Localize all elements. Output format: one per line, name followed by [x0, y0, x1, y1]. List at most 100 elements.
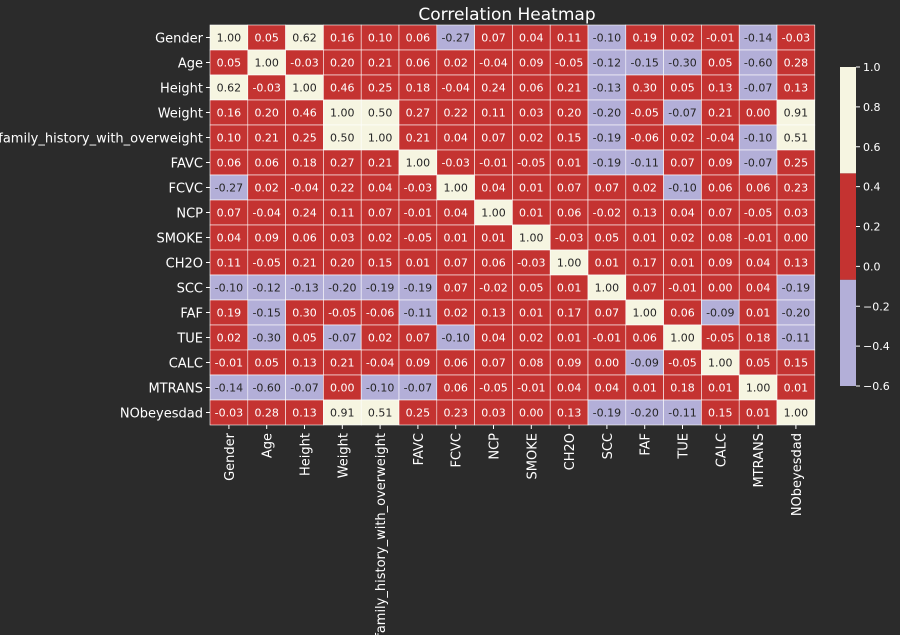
- heatmap-cell: [360, 399, 400, 426]
- cell-value-label: -0.20: [630, 407, 658, 420]
- heatmap-cell: [323, 349, 362, 376]
- y-tick-label: NObeyesdad: [120, 407, 203, 422]
- heatmap-cell: [247, 199, 286, 226]
- heatmap-cell: [776, 149, 816, 176]
- cell-value-label: 0.16: [330, 32, 355, 45]
- heatmap-cell: [247, 24, 286, 51]
- cell-value-label: 0.01: [481, 232, 506, 245]
- cell-value-label: -0.19: [366, 282, 394, 295]
- y-tick-label: family_history_with_overweight: [0, 132, 203, 147]
- heatmap-cell: [587, 99, 627, 126]
- cell-value-label: 1.00: [708, 357, 733, 370]
- cell-value-label: 0.13: [481, 307, 506, 320]
- cell-value-label: 0.04: [481, 182, 506, 195]
- cell-value-label: -0.09: [706, 307, 734, 320]
- heatmap-cell: [474, 124, 513, 151]
- cell-value-label: -0.03: [252, 82, 280, 95]
- cell-value-label: -0.05: [630, 107, 658, 120]
- cell-value-label: 0.05: [292, 332, 317, 345]
- heatmap-cell: [436, 349, 475, 376]
- heatmap-cell: [512, 249, 551, 276]
- cell-value-label: 1.00: [519, 232, 544, 245]
- heatmap-cell: [549, 324, 589, 351]
- heatmap-cell: [738, 274, 778, 301]
- cell-value-label: 0.11: [217, 257, 242, 270]
- cell-value-label: 0.30: [292, 307, 317, 320]
- cell-value-label: 0.01: [746, 407, 771, 420]
- cell-value-label: 0.07: [443, 282, 468, 295]
- heatmap-cell: [323, 324, 362, 351]
- heatmap-cell: [285, 374, 324, 401]
- cell-value-label: 0.02: [519, 332, 544, 345]
- cell-value-label: 0.01: [519, 207, 544, 220]
- cell-value-label: -0.06: [630, 132, 658, 145]
- cell-value-label: -0.01: [593, 332, 621, 345]
- cell-value-label: 0.09: [406, 357, 431, 370]
- cell-value-label: -0.07: [744, 82, 772, 95]
- cell-value-label: 1.00: [368, 132, 393, 145]
- cell-value-label: -0.01: [215, 357, 243, 370]
- cell-value-label: 0.04: [557, 382, 582, 395]
- heatmap-cell: [436, 74, 475, 101]
- y-tick-label: FAVC: [171, 157, 203, 172]
- cell-value-label: 0.04: [217, 232, 242, 245]
- cell-value-label: 0.05: [254, 32, 279, 45]
- cell-value-label: 0.21: [254, 132, 279, 145]
- cell-value-label: -0.05: [479, 382, 507, 395]
- heatmap-cell: [776, 349, 816, 376]
- heatmap-cell: [587, 324, 627, 351]
- y-tick-label: Gender: [155, 32, 204, 47]
- heatmap-cell: [436, 174, 475, 201]
- cell-value-label: -0.03: [782, 32, 810, 45]
- heatmap-cell: [247, 174, 286, 201]
- cell-value-label: 0.04: [481, 332, 506, 345]
- cell-value-label: 0.25: [292, 132, 317, 145]
- cell-value-label: 0.25: [406, 407, 431, 420]
- cell-value-label: 0.06: [708, 182, 733, 195]
- heatmap-cell: [474, 49, 513, 76]
- heatmap-cell: [701, 124, 740, 151]
- cell-value-label: 0.15: [368, 257, 393, 270]
- cell-value-label: -0.03: [404, 182, 432, 195]
- chart-title: Correlation Heatmap: [418, 5, 595, 25]
- cell-value-label: -0.15: [630, 57, 658, 70]
- cell-value-label: 0.04: [746, 257, 771, 270]
- cell-value-label: 0.05: [254, 357, 279, 370]
- cell-value-label: 0.27: [406, 107, 431, 120]
- heatmap-cell: [474, 399, 513, 426]
- cell-value-label: 0.18: [406, 82, 431, 95]
- heatmap-cell: [285, 399, 324, 426]
- cell-value-label: -0.04: [441, 82, 469, 95]
- cell-value-label: -0.11: [630, 157, 658, 170]
- heatmap-cell: [625, 99, 664, 126]
- colorbar-tick-label: −0.4: [863, 340, 890, 353]
- cell-value-label: 0.06: [443, 382, 468, 395]
- cell-value-label: -0.13: [290, 282, 318, 295]
- heatmap-cell: [436, 299, 475, 326]
- heatmap-cells: [209, 24, 816, 426]
- cell-value-label: -0.10: [366, 382, 394, 395]
- cell-value-label: 0.19: [632, 32, 657, 45]
- cell-value-label: -0.27: [215, 182, 243, 195]
- cell-value-label: 0.07: [595, 307, 620, 320]
- cell-value-label: 1.00: [670, 332, 695, 345]
- heatmap-cell: [247, 249, 286, 276]
- cell-value-label: 0.15: [784, 357, 809, 370]
- heatmap-cell: [663, 24, 702, 51]
- heatmap-cell: [776, 274, 816, 301]
- cell-value-label: -0.09: [630, 357, 658, 370]
- x-tick-label: SMOKE: [525, 433, 540, 479]
- cell-value-label: 0.07: [481, 32, 506, 45]
- colorbar-segment: [840, 173, 856, 280]
- cell-value-label: 0.01: [406, 257, 431, 270]
- cell-value-label: 0.01: [557, 332, 582, 345]
- y-tick-label: NCP: [176, 207, 203, 222]
- heatmap-cell: [474, 274, 513, 301]
- x-tick-label: CALC: [714, 433, 729, 467]
- cell-value-label: -0.02: [593, 207, 621, 220]
- cell-value-label: 0.23: [784, 182, 809, 195]
- heatmap-cell: [436, 249, 475, 276]
- cell-value-label: -0.07: [744, 157, 772, 170]
- heatmap-cell: [247, 99, 286, 126]
